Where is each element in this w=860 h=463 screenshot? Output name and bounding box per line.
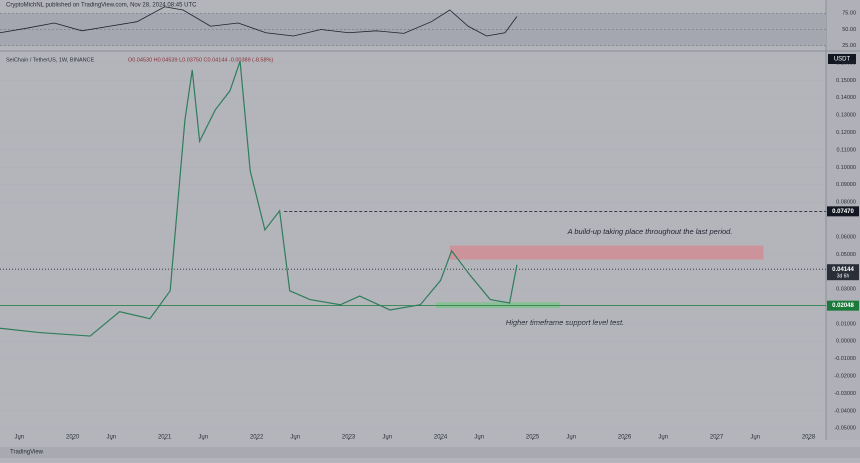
x-tick-label: 2028 (802, 435, 816, 441)
x-tick-label: Jun (474, 435, 484, 441)
x-tick-label: Jun (382, 435, 392, 441)
y-tick-label: -0.03000 (834, 391, 856, 397)
x-tick-label: 2026 (618, 435, 632, 441)
y-tick-label: 0.12000 (836, 130, 856, 136)
x-tick-label: 2024 (434, 435, 448, 441)
y-tick-label: 0.06000 (836, 234, 856, 240)
zone (435, 302, 561, 309)
rsi-tick-label: 50.00 (842, 27, 856, 33)
x-tick-label: Jun (198, 435, 208, 441)
annotation: Higher timeframe support level test. (506, 318, 624, 327)
annotation: A build-up taking place throughout the l… (567, 227, 733, 236)
y-tick-label: -0.05000 (834, 426, 856, 432)
y-tick-label: -0.04000 (834, 408, 856, 414)
rsi-tick-label: 75.00 (842, 11, 856, 17)
x-tick-label: 2020 (66, 435, 80, 441)
y-tick-label: 0.11000 (837, 147, 856, 153)
rsi-tick-label: 25.00 (842, 43, 856, 49)
y-tick-label: -0.02000 (834, 374, 856, 380)
x-tick-label: 2025 (526, 435, 540, 441)
y-tick-label: 0.08000 (836, 200, 856, 206)
price-label: 0.02048 (832, 303, 854, 309)
price-label: 0.04144 (832, 267, 854, 273)
x-tick-label: Jun (106, 435, 116, 441)
x-tick-label: 2023 (342, 435, 356, 441)
x-tick-label: 2021 (158, 435, 172, 441)
y-tick-label: 0.05000 (836, 252, 856, 258)
x-tick-label: 2027 (710, 435, 724, 441)
zone (449, 245, 764, 260)
ohlc: O0.04530 H0.04539 L0.03750 C0.04144 -0.0… (128, 57, 273, 63)
y-tick-label: 0.15000 (836, 78, 856, 84)
y-tick-label: 0.09000 (836, 182, 856, 188)
price-label-sub: 3d 6h (837, 274, 850, 280)
symbol: SeiChain / TetherUS, 1W, BINANCE (6, 57, 95, 63)
rsi-line (0, 6, 518, 37)
price-label-box (827, 206, 859, 217)
currency: USDT (834, 57, 851, 63)
x-tick-label: Jun (290, 435, 300, 441)
x-tick-label: Jun (14, 435, 24, 441)
y-tick-label: 0.10000 (836, 165, 856, 171)
publisher: CryptoMichNL published on TradingView.co… (6, 3, 197, 9)
x-tick-label: Jun (750, 435, 760, 441)
price-label-box (827, 300, 859, 311)
footer: TradingView (10, 450, 44, 456)
x-tick-label: 2022 (250, 435, 264, 441)
price-label: 0.07470 (832, 209, 854, 215)
y-tick-label: 0.13000 (836, 113, 856, 119)
y-tick-label: 0.00000 (836, 339, 856, 345)
footer-bar (0, 447, 860, 458)
x-tick-label: Jun (566, 435, 576, 441)
price-line-series (0, 61, 518, 337)
x-tick-label: Jun (658, 435, 668, 441)
y-tick-label: 0.03000 (836, 287, 856, 293)
currency-box (828, 54, 856, 64)
price-label-box (827, 264, 859, 281)
y-tick-label: 0.01000 (836, 321, 856, 327)
y-tick-label: 0.16000 (836, 60, 856, 66)
price-axis (826, 0, 860, 440)
y-tick-label: -0.01000 (834, 356, 856, 362)
y-tick-label: 0.14000 (836, 95, 856, 101)
